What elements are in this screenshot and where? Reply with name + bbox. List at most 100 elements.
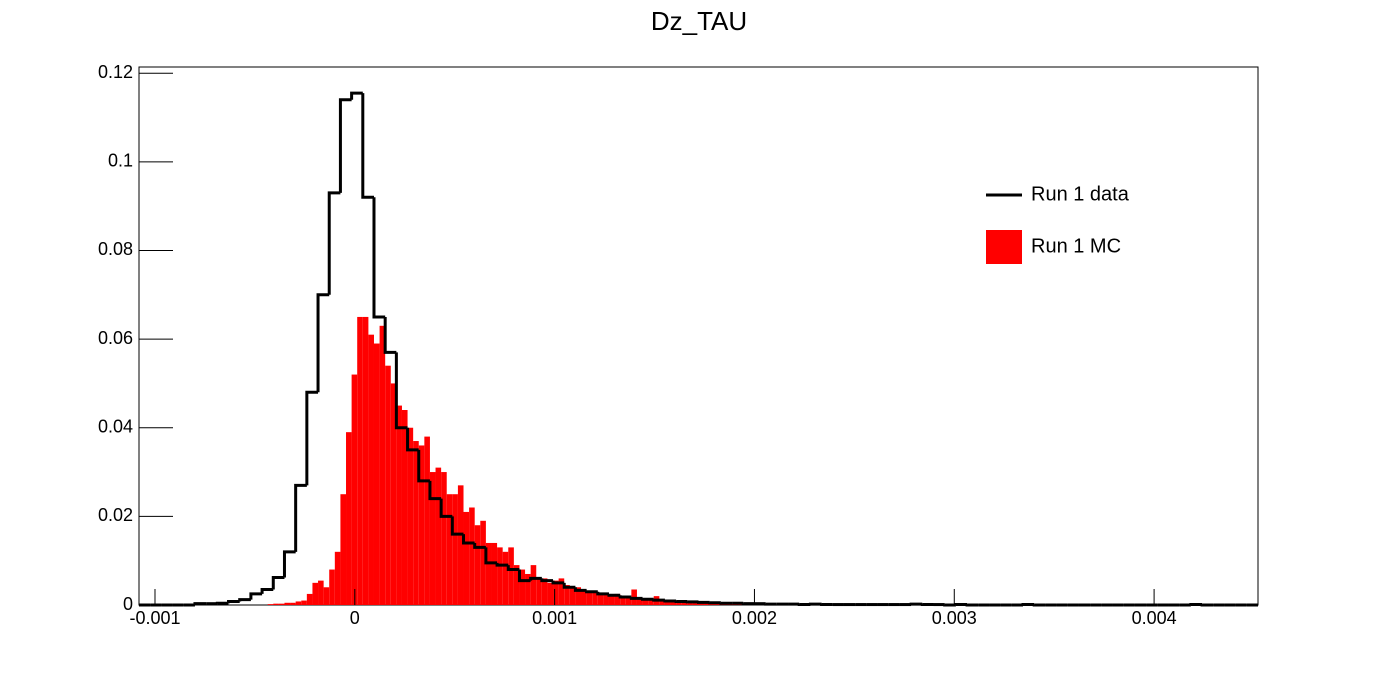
histogram-bar xyxy=(357,316,363,605)
histogram-bar xyxy=(670,601,677,605)
histogram-step xyxy=(227,599,240,604)
histogram-bar xyxy=(536,578,542,605)
histogram-step xyxy=(562,582,576,589)
histogram-bar xyxy=(597,593,604,605)
histogram-step xyxy=(316,293,330,393)
histogram-bar xyxy=(592,591,598,605)
histogram-bar xyxy=(373,343,380,605)
histogram-step xyxy=(361,93,374,199)
histogram-bar xyxy=(681,601,688,605)
histogram-step xyxy=(641,597,654,601)
histogram-step xyxy=(350,91,363,100)
histogram-bar xyxy=(290,602,296,605)
histogram-bar xyxy=(692,602,699,605)
histogram-bar xyxy=(351,374,358,605)
histogram-bar xyxy=(278,603,285,605)
histogram-step xyxy=(573,587,587,592)
y-tick-label: 0.12 xyxy=(98,62,133,82)
chart-title: Dz_TAU xyxy=(651,6,747,36)
histogram-step xyxy=(540,578,554,583)
histogram-step xyxy=(506,565,520,572)
histogram-step xyxy=(439,498,453,518)
histogram-bar xyxy=(558,578,565,605)
histogram-bar xyxy=(676,601,682,605)
histogram-step xyxy=(462,534,475,545)
histogram-bar xyxy=(463,511,470,605)
histogram-step xyxy=(495,562,509,567)
histogram-bar xyxy=(429,472,436,605)
histogram-bar xyxy=(497,547,503,605)
histogram-bar xyxy=(698,603,705,605)
histogram-bar xyxy=(636,598,643,605)
histogram-step xyxy=(193,602,207,606)
histogram-bar xyxy=(329,569,335,605)
legend-swatch xyxy=(986,230,1022,264)
histogram-bar xyxy=(480,520,486,605)
histogram-step xyxy=(428,480,442,501)
x-tick-label: 0.001 xyxy=(532,608,577,628)
histogram-bar xyxy=(312,582,319,605)
legend-label: Run 1 MC xyxy=(1031,235,1121,257)
histogram-step xyxy=(372,197,386,319)
histogram-bar xyxy=(541,578,548,605)
histogram-step xyxy=(260,587,274,594)
histogram-step xyxy=(652,598,665,602)
histogram-bar xyxy=(603,593,609,605)
histogram-step xyxy=(629,596,643,600)
histogram-step xyxy=(663,599,677,603)
histogram-bar xyxy=(334,551,341,605)
histogram-step xyxy=(249,592,263,600)
histogram-bar xyxy=(553,580,559,605)
x-tick-label: 0.002 xyxy=(732,608,777,628)
histogram-step xyxy=(394,352,408,430)
histogram-step xyxy=(585,590,598,594)
histogram-bar xyxy=(340,494,347,605)
histogram-bar xyxy=(525,573,531,605)
histogram-step xyxy=(517,569,531,583)
histogram-step xyxy=(327,191,341,295)
histogram-bar xyxy=(379,325,386,605)
histogram-bar xyxy=(625,598,632,605)
y-tick-label: 0.08 xyxy=(98,239,133,259)
histogram-bar xyxy=(502,551,509,605)
y-tick-label: 0.04 xyxy=(98,416,133,436)
histogram-bar xyxy=(385,365,391,605)
histogram-bar xyxy=(318,580,324,605)
histogram-bar xyxy=(547,582,554,605)
histogram-bar xyxy=(704,602,710,605)
histogram-bar xyxy=(390,383,397,605)
histogram-bar xyxy=(513,565,520,605)
histogram-step xyxy=(596,591,609,596)
histogram-step xyxy=(450,516,464,536)
histogram-bar xyxy=(362,316,369,605)
y-tick-label: 0.1 xyxy=(108,151,133,171)
histogram-step xyxy=(338,98,352,193)
histogram-bar xyxy=(435,467,442,605)
histogram-bar xyxy=(323,587,330,605)
histogram-bar xyxy=(401,410,408,605)
histogram-bar xyxy=(564,585,570,605)
histogram-bar xyxy=(586,591,593,605)
histogram-bar xyxy=(569,587,576,605)
histogram-bar xyxy=(446,494,453,605)
histogram-bar xyxy=(295,601,302,605)
histogram-step xyxy=(417,449,430,483)
x-tick-label: 0.004 xyxy=(1132,608,1177,628)
histogram-step xyxy=(618,595,632,599)
x-tick-label: 0.003 xyxy=(932,608,977,628)
x-tick-label: -0.001 xyxy=(129,608,180,628)
x-tick-label: 0 xyxy=(350,608,360,628)
histogram-bar xyxy=(485,542,492,605)
y-tick-label: 0.02 xyxy=(98,505,133,525)
histogram-bar xyxy=(441,472,447,605)
histogram-bar xyxy=(396,405,402,605)
histogram-step xyxy=(529,576,542,581)
legend-label: Run 1 data xyxy=(1031,183,1130,205)
histogram-bar xyxy=(664,600,671,605)
histogram-bar xyxy=(368,334,374,605)
histogram-bar xyxy=(614,593,621,605)
histogram-step xyxy=(473,542,486,549)
histogram-bar xyxy=(659,599,665,605)
histogram-bar xyxy=(267,604,274,605)
